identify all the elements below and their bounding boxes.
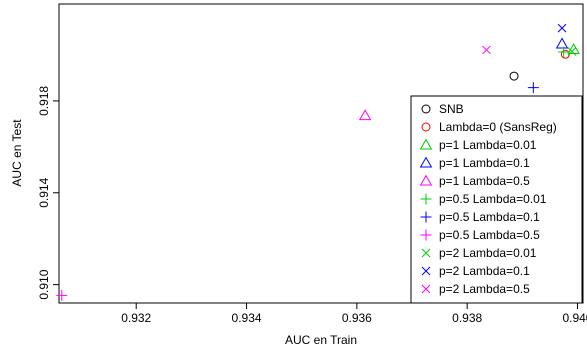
legend-box: [410, 95, 583, 304]
data-point: [555, 37, 569, 49]
legend-label: Lambda=0 (SansReg): [439, 120, 557, 134]
x-tick-label: 0.934: [232, 311, 262, 325]
legend: SNB Lambda=0 (SansReg) p=1 Lambda=0.01 p=1 …: [410, 95, 583, 304]
y-axis-label: AUC en Test: [10, 119, 24, 187]
x-axis: 0.932 0.934 0.936 0.938 0.940: [121, 303, 587, 325]
legend-label: p=0.5 Lambda=0.01: [439, 192, 547, 206]
data-points: [56, 23, 580, 301]
data-point: [557, 23, 567, 33]
legend-marker: [420, 193, 432, 205]
y-tick-label: 0.910: [37, 269, 51, 299]
y-tick-label: 0.918: [37, 86, 51, 116]
legend-label: p=2 Lambda=0.1: [439, 264, 530, 278]
legend-label: p=2 Lambda=0.01: [439, 246, 537, 260]
data-point: [482, 45, 491, 55]
legend-marker: [420, 211, 432, 223]
x-axis-label: AUC en Train: [285, 333, 357, 347]
x-tick-label: 0.932: [121, 311, 151, 325]
legend-marker: [421, 104, 431, 114]
legend-label: p=0.5 Lambda=0.1: [439, 210, 540, 224]
data-point: [527, 82, 539, 94]
legend-label: p=2 Lambda=0.5: [439, 282, 530, 296]
x-tick-label: 0.940: [562, 311, 587, 325]
data-point: [567, 47, 577, 56]
legend-marker: [419, 174, 433, 186]
legend-label: SNB: [439, 102, 464, 116]
legend-marker: [421, 248, 431, 258]
x-tick-label: 0.936: [342, 311, 372, 325]
data-point: [358, 109, 372, 121]
data-point: [560, 49, 570, 59]
legend-marker: [420, 229, 432, 241]
y-axis: 0.910 0.914 0.918: [37, 86, 59, 300]
legend-marker: [421, 266, 431, 276]
legend-marker: [419, 156, 433, 168]
legend-label: p=0.5 Lambda=0.5: [439, 228, 540, 242]
data-point: [558, 46, 570, 58]
legend-marker: [419, 138, 433, 150]
data-point: [56, 289, 68, 301]
legend-label: p=1 Lambda=0.01: [439, 138, 537, 152]
legend-label: p=1 Lambda=0.5: [439, 174, 530, 188]
legend-marker: [421, 284, 431, 294]
y-tick-label: 0.914: [37, 177, 51, 207]
plot-frame: [58, 3, 584, 304]
x-tick-label: 0.938: [452, 311, 482, 325]
legend-label: p=1 Lambda=0.1: [439, 156, 530, 170]
data-point: [509, 71, 519, 81]
legend-marker: [421, 122, 431, 132]
